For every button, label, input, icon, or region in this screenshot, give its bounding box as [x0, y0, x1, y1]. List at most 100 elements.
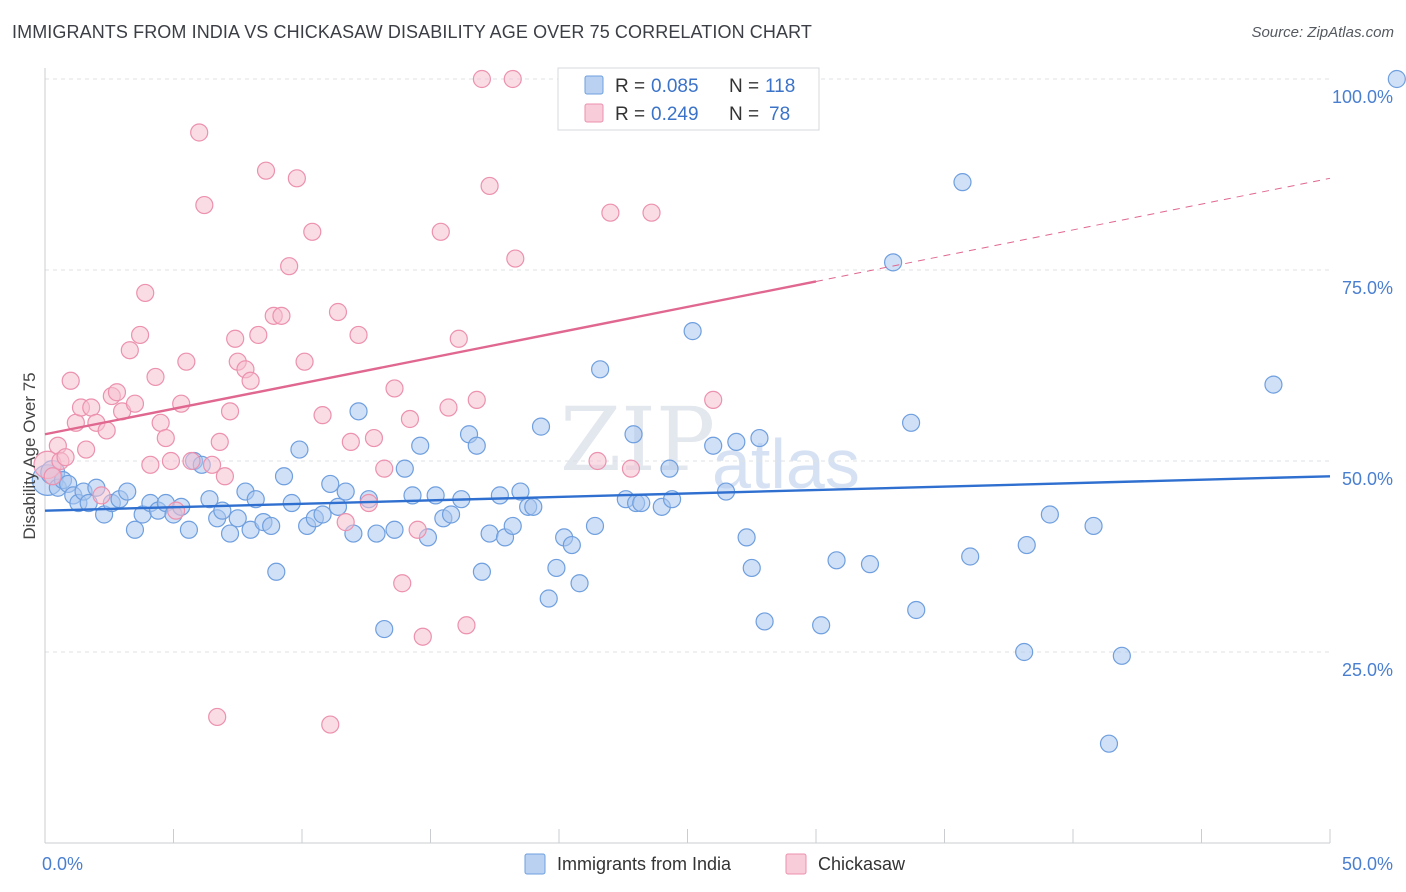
- chickasaw-point: [125, 394, 145, 413]
- india-point: [961, 547, 980, 566]
- chickasaw-point: [146, 367, 165, 387]
- chickasaw-point: [413, 627, 432, 646]
- chickasaw-point: [328, 302, 348, 322]
- legend-n-value-india: 118: [765, 76, 795, 97]
- chickasaw-point: [120, 341, 139, 360]
- india-point: [827, 551, 846, 570]
- x-tick-label: 0.0%: [42, 854, 83, 874]
- chickasaw-point: [393, 574, 412, 593]
- chickasaw-points: [33, 69, 723, 734]
- india-point: [262, 516, 281, 536]
- india-point: [860, 555, 880, 574]
- tick-labels: 25.0% 50.0% 75.0% 100.0% 0.0% 50.0%: [42, 87, 1393, 874]
- india-point: [179, 520, 199, 539]
- india-point: [755, 612, 774, 631]
- chickasaw-point: [341, 432, 360, 451]
- india-point: [290, 440, 309, 459]
- chickasaw-point: [621, 459, 641, 478]
- india-point: [750, 428, 769, 448]
- chickasaw-point: [82, 398, 101, 417]
- india-point: [349, 402, 368, 421]
- india-point: [490, 486, 509, 505]
- chickasaw-point: [364, 428, 384, 448]
- chickasaw-point: [210, 432, 229, 451]
- india-point: [570, 574, 589, 593]
- chickasaw-point: [208, 707, 227, 727]
- bottom-legend: Immigrants from India Chickasaw: [524, 853, 906, 875]
- india-point: [704, 436, 723, 455]
- chart-title: IMMIGRANTS FROM INDIA VS CHICKASAW DISAB…: [12, 22, 812, 42]
- chickasaw-point: [136, 283, 155, 303]
- india-point: [385, 520, 404, 539]
- india-point: [480, 524, 499, 543]
- chickasaw-point: [303, 222, 322, 241]
- chickasaw-point: [43, 467, 62, 486]
- y-tick-label: 100.0%: [1332, 87, 1393, 107]
- legend-swatch-chickasaw: [584, 103, 604, 123]
- chickasaw-point: [97, 421, 116, 440]
- chickasaw-point: [321, 715, 340, 734]
- y-axis-title: Disability Age Over 75: [20, 372, 39, 539]
- india-point: [1040, 505, 1059, 524]
- chickasaw-point: [226, 329, 245, 348]
- india-point: [632, 493, 651, 513]
- chickasaw-point: [336, 513, 355, 532]
- chickasaw-point: [506, 249, 525, 268]
- india-point: [375, 619, 394, 639]
- india-point: [883, 253, 903, 272]
- india-point: [467, 436, 486, 455]
- chickasaw-point: [77, 440, 96, 459]
- bottom-legend-label-chickasaw: Chickasaw: [818, 854, 906, 874]
- chickasaw-point: [166, 501, 186, 520]
- legend-r-label-india: R =: [615, 76, 645, 97]
- chickasaw-point: [449, 329, 468, 348]
- india-point: [1264, 375, 1283, 394]
- india-point: [562, 535, 581, 555]
- chickasaw-point: [472, 69, 491, 89]
- chickasaw-point: [220, 402, 240, 421]
- india-point: [1099, 734, 1119, 753]
- india-point: [503, 516, 522, 536]
- india-point: [524, 497, 543, 516]
- india-point: [1017, 535, 1036, 555]
- india-point: [472, 562, 491, 581]
- chickasaw-point: [107, 383, 127, 402]
- chickasaw-point: [61, 371, 80, 390]
- india-point: [336, 482, 355, 501]
- india-point: [118, 482, 137, 501]
- chickasaw-point: [130, 325, 150, 345]
- bottom-legend-swatch-chickasaw: [785, 853, 807, 875]
- chickasaw-trendline: [815, 177, 1331, 282]
- chickasaw-point: [280, 257, 299, 276]
- chickasaw-trendline: [44, 280, 817, 436]
- chickasaw-point: [295, 352, 314, 371]
- india-point: [228, 509, 247, 528]
- chickasaw-point: [190, 123, 209, 142]
- india-point: [1084, 516, 1103, 536]
- chickasaw-point: [313, 406, 332, 425]
- chickasaw-point: [642, 203, 661, 222]
- chickasaw-point: [151, 413, 170, 432]
- chickasaw-point: [177, 352, 196, 371]
- india-point: [727, 432, 746, 451]
- india-point: [328, 497, 348, 516]
- india-point: [1387, 69, 1406, 89]
- source-label: Source: ZipAtlas.com: [1251, 24, 1394, 41]
- india-point: [539, 589, 558, 608]
- india-trendline: [44, 475, 1331, 512]
- chickasaw-point: [457, 616, 476, 635]
- chickasaw-point: [408, 520, 427, 539]
- chickasaw-point: [480, 176, 499, 196]
- india-point: [441, 505, 461, 524]
- india-point: [1112, 646, 1131, 665]
- india-point: [624, 425, 643, 444]
- india-point: [531, 417, 551, 436]
- chickasaw-point: [439, 398, 458, 417]
- india-point: [220, 524, 240, 543]
- chickasaw-point: [161, 451, 181, 471]
- india-point: [953, 173, 972, 192]
- top-legend: R = 0.085 N = 118 R = 0.249 N = 78: [557, 67, 820, 131]
- chickasaw-point: [182, 451, 201, 471]
- india-point: [812, 616, 831, 635]
- chickasaw-point: [467, 390, 486, 409]
